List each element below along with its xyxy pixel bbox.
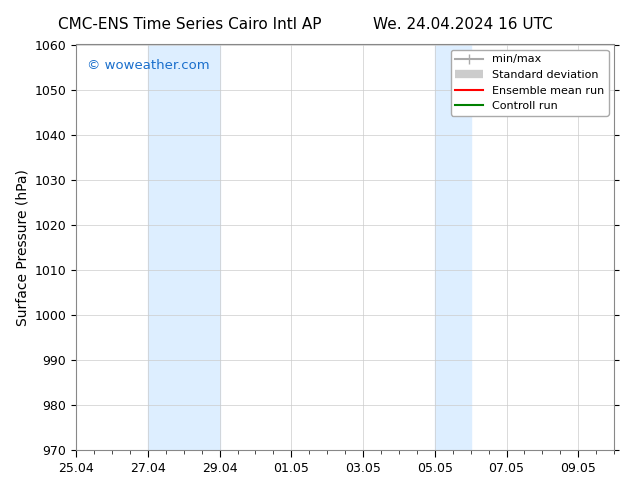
Text: We. 24.04.2024 16 UTC: We. 24.04.2024 16 UTC bbox=[373, 17, 553, 32]
Title: CMC-ENS Time Series Cairo Intl AP     We. 24.04.2024 16 UTC: CMC-ENS Time Series Cairo Intl AP We. 24… bbox=[0, 489, 1, 490]
Bar bbox=[435, 45, 470, 450]
Y-axis label: Surface Pressure (hPa): Surface Pressure (hPa) bbox=[15, 169, 29, 326]
Bar bbox=[148, 45, 219, 450]
Legend: min/max, Standard deviation, Ensemble mean run, Controll run: min/max, Standard deviation, Ensemble me… bbox=[451, 50, 609, 116]
Text: © woweather.com: © woweather.com bbox=[87, 59, 210, 72]
Text: CMC-ENS Time Series Cairo Intl AP: CMC-ENS Time Series Cairo Intl AP bbox=[58, 17, 322, 32]
